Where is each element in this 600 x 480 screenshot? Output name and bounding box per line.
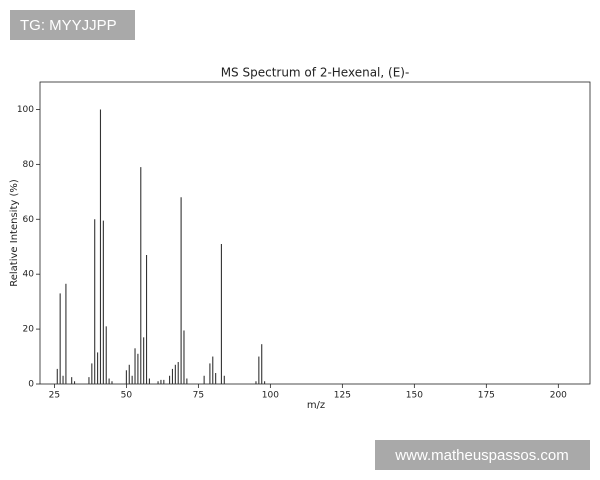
x-tick-label: 50 — [121, 391, 133, 401]
x-tick-label: 75 — [193, 391, 204, 401]
y-tick-label: 80 — [23, 160, 35, 170]
x-tick-label: 125 — [334, 391, 351, 401]
watermark-box — [10, 10, 135, 40]
y-tick-label: 20 — [23, 325, 35, 335]
x-tick-label: 25 — [49, 391, 60, 401]
y-tick-label: 40 — [23, 270, 35, 280]
x-tick-label: 150 — [406, 391, 423, 401]
plot-frame — [39, 81, 591, 385]
chart-title: MS Spectrum of 2-Hexenal, (E)- — [221, 66, 410, 80]
y-tick-label: 60 — [23, 215, 35, 225]
x-tick-label: 200 — [550, 391, 567, 401]
y-axis-label: Relative Intensity (%) — [9, 179, 20, 287]
x-axis-label: m/z — [307, 400, 325, 411]
y-tick-label: 0 — [28, 380, 34, 390]
watermark-box — [375, 440, 590, 470]
x-tick-label: 100 — [262, 391, 279, 401]
watermark-text: www.matheuspassos.com — [394, 447, 568, 464]
watermark-text: TG: MYYJJPP — [20, 17, 117, 34]
x-tick-label: 175 — [478, 391, 495, 401]
y-tick-label: 100 — [17, 105, 34, 115]
